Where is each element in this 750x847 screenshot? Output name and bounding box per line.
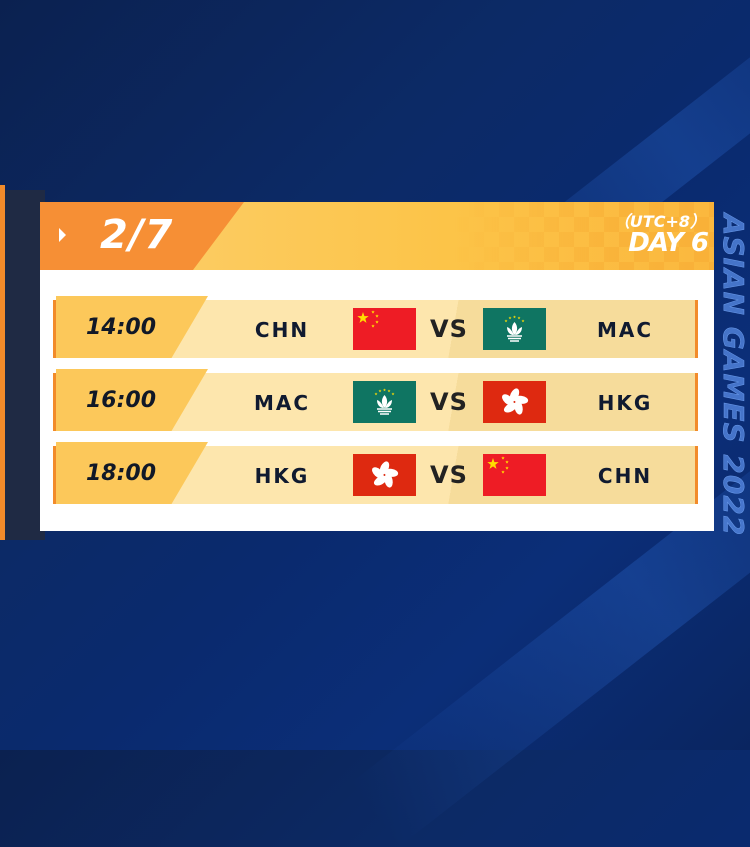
home-team: CHN: [254, 318, 310, 342]
match-row: 16:00 MAC VS HKG: [53, 369, 698, 431]
day-label: DAY 6: [628, 228, 709, 258]
home-team: HKG: [254, 464, 310, 488]
vs-label: VS: [430, 388, 468, 416]
away-team: MAC: [596, 318, 654, 342]
away-team: CHN: [597, 464, 653, 488]
home-team: MAC: [253, 391, 311, 415]
match-time: 16:00: [86, 388, 157, 413]
match-time: 14:00: [86, 315, 157, 340]
timezone: （UTC+8）: [613, 212, 706, 231]
vs-label: VS: [430, 461, 468, 489]
match-time: 18:00: [86, 461, 157, 486]
play-arrow-icon: [59, 228, 66, 242]
checker-pattern: [454, 202, 714, 270]
back-panel: [5, 190, 45, 540]
chn-flag-icon: [483, 454, 546, 496]
watermark: ASIAN GAMES 2022: [717, 213, 750, 537]
hkg-flag-icon: [483, 381, 546, 423]
date: 2/7: [100, 212, 174, 258]
schedule-card: 2/7 （UTC+8） DAY 6 14:00 CHN VS MAC 16:00…: [40, 202, 714, 531]
away-team: HKG: [597, 391, 653, 415]
vs-label: VS: [430, 315, 468, 343]
mac-flag-icon: [483, 308, 546, 350]
mac-flag-icon: [353, 381, 416, 423]
chn-flag-icon: [353, 308, 416, 350]
accent-bar: [0, 185, 5, 540]
match-row: 14:00 CHN VS MAC: [53, 296, 698, 358]
schedule-header: 2/7 （UTC+8） DAY 6: [40, 202, 714, 270]
hkg-flag-icon: [353, 454, 416, 496]
match-row: 18:00 HKG VS CHN: [53, 442, 698, 504]
